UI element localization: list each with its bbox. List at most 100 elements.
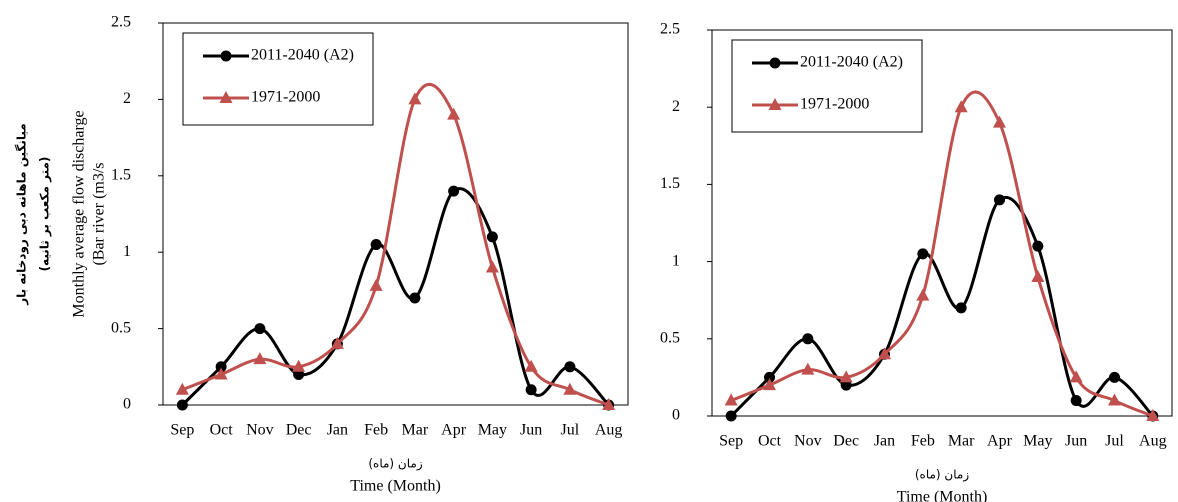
marker-triangle: [768, 98, 782, 110]
marker-triangle: [175, 382, 189, 395]
x-tick-label: Apr: [441, 422, 467, 439]
marker-triangle: [253, 352, 267, 365]
x-tick-label: May: [478, 422, 507, 439]
y-tick-label: 1.5: [660, 175, 680, 192]
x-tick-label: Jan: [874, 433, 895, 450]
y-tick-label: 2.5: [660, 21, 680, 38]
marker-triangle: [447, 107, 461, 120]
marker-circle: [176, 399, 188, 411]
legend-label: 2011-2040 (A2): [251, 47, 354, 64]
legend-label: 2011-2040 (A2): [800, 54, 903, 71]
marker-circle: [564, 361, 576, 373]
x-tick-label: Aug: [595, 422, 623, 439]
marker-triangle: [916, 288, 930, 301]
marker-circle: [1109, 371, 1120, 383]
x-tick-label: Feb: [911, 433, 935, 450]
marker-triangle: [724, 393, 738, 406]
x-tick-label: Dec: [833, 433, 859, 450]
y-tick-label: 0.5: [660, 329, 680, 346]
x-tick-label: Apr: [987, 433, 1013, 450]
y-axis-label: (Bar river (m3/s: [91, 162, 108, 265]
marker-triangle: [408, 92, 422, 105]
marker-circle: [215, 361, 227, 373]
y-tick-label: 2: [672, 98, 680, 115]
marker-triangle: [1108, 393, 1121, 406]
x-tick-label: Jul: [1105, 433, 1124, 450]
marker-triangle: [524, 359, 538, 372]
marker-circle: [1070, 395, 1082, 407]
x-tick-label: Jun: [520, 422, 542, 439]
marker-circle: [802, 333, 814, 345]
plot-frame: [711, 29, 1173, 417]
x-axis-label: Time (Month): [897, 489, 988, 502]
marker-circle: [525, 384, 537, 396]
marker-triangle: [801, 362, 815, 375]
marker-circle: [409, 292, 421, 304]
x-tick-label: Jun: [1065, 433, 1087, 450]
series-line: [730, 196, 1154, 418]
x-tick-label: Mar: [402, 422, 429, 439]
legend-box: [182, 32, 374, 126]
x-tick-label: Oct: [758, 433, 782, 450]
x-tick-label: Dec: [286, 422, 312, 439]
x-tick-label: Feb: [364, 422, 388, 439]
x-tick-label: Nov: [246, 422, 274, 439]
x-tick-label: Jan: [327, 422, 348, 439]
x-tick-label: Sep: [719, 433, 743, 450]
marker-circle: [725, 410, 737, 422]
marker-triangle: [1031, 270, 1045, 283]
marker-triangle: [602, 398, 616, 410]
marker-triangle: [330, 336, 344, 349]
marker-triangle: [1146, 409, 1160, 421]
marker-circle: [955, 302, 967, 314]
y-tick-label: 2.5: [111, 14, 131, 31]
marker-triangle: [563, 382, 577, 395]
marker-triangle: [1069, 370, 1083, 383]
y-axis-label: Monthly average flow discharge: [71, 110, 88, 317]
marker-triangle: [219, 91, 233, 103]
x-tick-label: Aug: [1139, 433, 1167, 450]
y-tick-label: 1: [123, 243, 131, 260]
y-tick-label: 2: [123, 90, 131, 107]
x-tick-label: Sep: [170, 422, 194, 439]
y-tick-label: 0: [672, 407, 680, 424]
series-line: [181, 187, 610, 407]
marker-circle: [994, 194, 1005, 206]
x-tick-label: May: [1023, 433, 1052, 450]
marker-circle: [486, 231, 498, 243]
marker-circle: [448, 185, 460, 197]
marker-circle: [769, 57, 781, 69]
y-axis-label-fa: (متر مکعب بر ثانیه): [38, 157, 52, 272]
plot-frame: [162, 22, 629, 406]
marker-triangle: [839, 370, 853, 383]
marker-circle: [220, 50, 232, 62]
marker-triangle: [954, 100, 968, 113]
legend-box: [731, 39, 923, 133]
legend-label: 1971-2000: [800, 96, 869, 113]
marker-triangle: [993, 115, 1006, 128]
x-tick-label: Jul: [561, 422, 580, 439]
x-tick-label: Mar: [948, 433, 975, 450]
marker-circle: [254, 323, 266, 335]
x-tick-label: Nov: [794, 433, 822, 450]
y-tick-label: 0.5: [111, 319, 131, 336]
marker-triangle: [763, 378, 776, 391]
marker-circle: [917, 248, 929, 260]
legend-label: 1971-2000: [251, 89, 320, 106]
y-tick-label: 1.5: [111, 166, 131, 183]
x-tick-label: Oct: [210, 422, 234, 439]
x-axis-label-fa: زمان (ماه): [368, 457, 422, 472]
marker-circle: [1032, 240, 1044, 252]
x-axis-label-fa: زمان (ماه): [915, 468, 969, 483]
y-tick-label: 0: [123, 396, 131, 413]
marker-circle: [764, 371, 775, 383]
marker-circle: [370, 239, 382, 251]
marker-triangle: [214, 367, 228, 380]
x-axis-label: Time (Month): [350, 478, 441, 495]
y-tick-label: 1: [672, 252, 680, 269]
marker-triangle: [485, 260, 499, 273]
y-axis-label-fa: میانگین ماهانه دبی رودخانه بار: [15, 123, 30, 305]
marker-triangle: [878, 347, 891, 360]
